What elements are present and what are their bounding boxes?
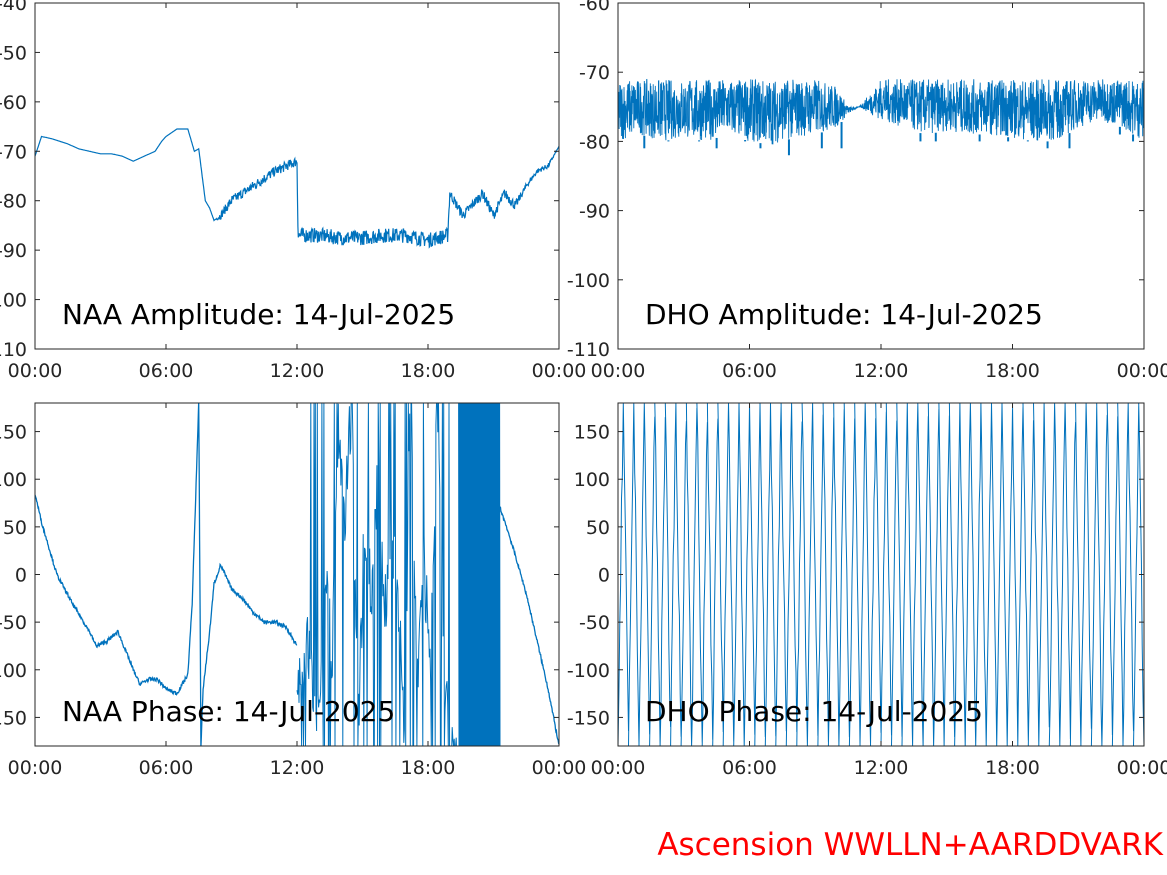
chart-title: NAA Phase: 14-Jul-2025 — [62, 695, 395, 728]
y-tick-label: -60 — [579, 0, 610, 15]
x-tick-label: 06:00 — [139, 757, 194, 779]
y-tick-label: -50 — [0, 612, 27, 634]
chart-title: NAA Amplitude: 14-Jul-2025 — [62, 298, 455, 331]
y-tick-label: -60 — [0, 92, 27, 114]
y-tick-label: 100 — [0, 469, 27, 491]
x-tick-label: 18:00 — [985, 757, 1040, 779]
chart-title: DHO Phase: 14-Jul-2025 — [645, 695, 983, 728]
y-tick-label: -80 — [0, 191, 27, 213]
y-tick-label: 0 — [15, 565, 27, 587]
y-tick-label: -90 — [0, 240, 27, 262]
series-line — [618, 78, 1144, 145]
x-tick-label: 00:00 — [591, 360, 646, 382]
x-tick-label: 18:00 — [985, 360, 1040, 382]
x-tick-label: 12:00 — [854, 360, 909, 382]
chart-title: DHO Amplitude: 14-Jul-2025 — [645, 298, 1043, 331]
y-tick-label: -100 — [567, 660, 610, 682]
x-tick-label: 18:00 — [401, 757, 456, 779]
y-tick-label: -110 — [567, 339, 610, 361]
y-tick-label: -100 — [0, 660, 27, 682]
series-line — [35, 403, 298, 746]
series-wrap-lines — [618, 403, 1144, 746]
x-tick-label: 00:00 — [1117, 757, 1167, 779]
y-tick-label: -70 — [579, 62, 610, 84]
x-tick-label: 00:00 — [532, 757, 587, 779]
dho-phase-chart: 00:00 06:00 12:00 18:00 00:00 150 100 50 0 -50 -10… — [567, 402, 1167, 779]
x-tick-label: 00:00 — [8, 757, 63, 779]
x-tick-label: 18:00 — [401, 360, 456, 382]
y-tick-label: -150 — [0, 707, 27, 729]
plot-area — [618, 78, 1144, 156]
x-tick-label: 12:00 — [270, 360, 325, 382]
y-tick-label: -90 — [579, 201, 610, 223]
x-tick-label: 00:00 — [1117, 360, 1167, 382]
y-tick-label: 50 — [3, 517, 27, 539]
plot-area — [618, 403, 1144, 746]
y-tick-label: 100 — [574, 469, 610, 491]
station-footer-label: Ascension WWLLN+AARDDVARK — [657, 827, 1163, 863]
y-tick-label: -70 — [0, 141, 27, 163]
x-tick-label: 06:00 — [722, 757, 777, 779]
y-tick-label: 50 — [586, 517, 610, 539]
y-tick-label: -100 — [567, 270, 610, 292]
x-tick-label: 12:00 — [270, 757, 325, 779]
y-tick-label: -50 — [0, 42, 27, 64]
y-tick-label: -150 — [567, 707, 610, 729]
y-tick-label: -40 — [0, 0, 27, 15]
y-tick-label: -80 — [579, 131, 610, 153]
y-tick-label: -110 — [0, 339, 27, 361]
series-tail — [499, 506, 559, 745]
y-tick-label: -50 — [579, 612, 610, 634]
x-tick-label: 00:00 — [591, 757, 646, 779]
x-tick-label: 06:00 — [722, 360, 777, 382]
plot-area — [35, 128, 559, 249]
y-tick-label: 0 — [598, 565, 610, 587]
series-line — [35, 128, 559, 249]
y-tick-label: 150 — [0, 422, 27, 444]
naa-amplitude-chart: 00:00 06:00 12:00 18:00 00:00 -40 -50 -60 -70 -80… — [0, 0, 586, 382]
x-tick-label: 00:00 — [532, 360, 587, 382]
plot-area — [35, 403, 559, 746]
x-tick-label: 12:00 — [854, 757, 909, 779]
naa-phase-chart: 00:00 06:00 12:00 18:00 00:00 150 100 50 0 -50 -10… — [0, 402, 587, 779]
x-tick-label: 00:00 — [8, 360, 63, 382]
series-dense-band — [458, 403, 501, 746]
y-tick-label: 150 — [574, 422, 610, 444]
x-tick-label: 06:00 — [139, 360, 194, 382]
y-tick-label: -100 — [0, 290, 27, 312]
dho-amplitude-chart: 00:00 06:00 12:00 18:00 00:00 -60 -70 -80 -90 -10… — [567, 0, 1167, 382]
